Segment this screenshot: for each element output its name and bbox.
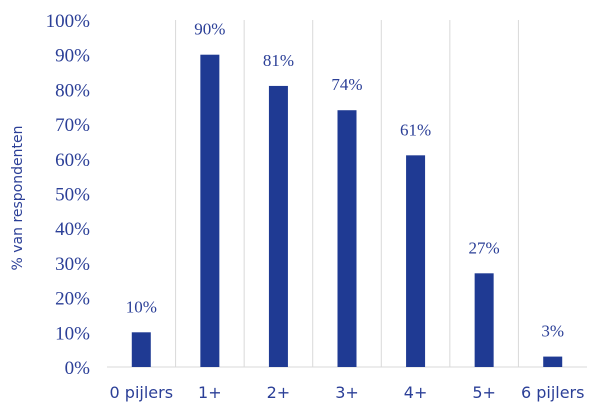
x-tick-label: 5+ xyxy=(472,383,496,402)
data-label: 27% xyxy=(469,238,500,257)
x-tick-label: 0 pijlers xyxy=(110,383,174,402)
data-label: 3% xyxy=(541,322,564,341)
data-label: 74% xyxy=(331,75,362,94)
bar xyxy=(474,273,494,367)
x-tick-label: 2+ xyxy=(267,383,291,402)
bar xyxy=(268,85,288,368)
data-label: 90% xyxy=(194,20,225,39)
y-tick-label: 100% xyxy=(46,11,91,32)
data-label: 81% xyxy=(263,51,294,70)
y-tick-label: 0% xyxy=(65,358,91,379)
y-tick-label: 40% xyxy=(55,219,90,240)
bar xyxy=(543,356,563,367)
y-axis-title: % van respondenten xyxy=(10,126,26,271)
y-axis-ticks: 0% 10% 20% 30% 40% 50% 60% 70% 80% 90% 100% xyxy=(46,11,91,379)
bar xyxy=(131,332,151,367)
y-tick-label: 90% xyxy=(55,46,90,67)
data-labels: 10% 90% 81% 74% 61% 27% 3% xyxy=(126,20,564,341)
bar xyxy=(406,155,426,367)
bar xyxy=(200,54,220,367)
x-tick-label: 1+ xyxy=(198,383,222,402)
x-tick-label: 6 pijlers xyxy=(521,383,585,402)
x-axis-ticks: 0 pijlers 1+ 2+ 3+ 4+ 5+ 6 pijlers xyxy=(110,383,585,402)
y-tick-label: 30% xyxy=(55,254,90,275)
bars xyxy=(131,54,563,368)
y-tick-label: 10% xyxy=(55,323,90,344)
data-label: 61% xyxy=(400,120,431,139)
y-tick-label: 60% xyxy=(55,150,90,171)
y-tick-label: 80% xyxy=(55,80,90,101)
y-tick-label: 70% xyxy=(55,115,90,136)
y-tick-label: 50% xyxy=(55,185,90,206)
data-label: 10% xyxy=(126,297,157,316)
y-tick-label: 20% xyxy=(55,289,90,310)
x-tick-label: 3+ xyxy=(335,383,359,402)
bar xyxy=(337,110,357,367)
x-tick-label: 4+ xyxy=(404,383,428,402)
